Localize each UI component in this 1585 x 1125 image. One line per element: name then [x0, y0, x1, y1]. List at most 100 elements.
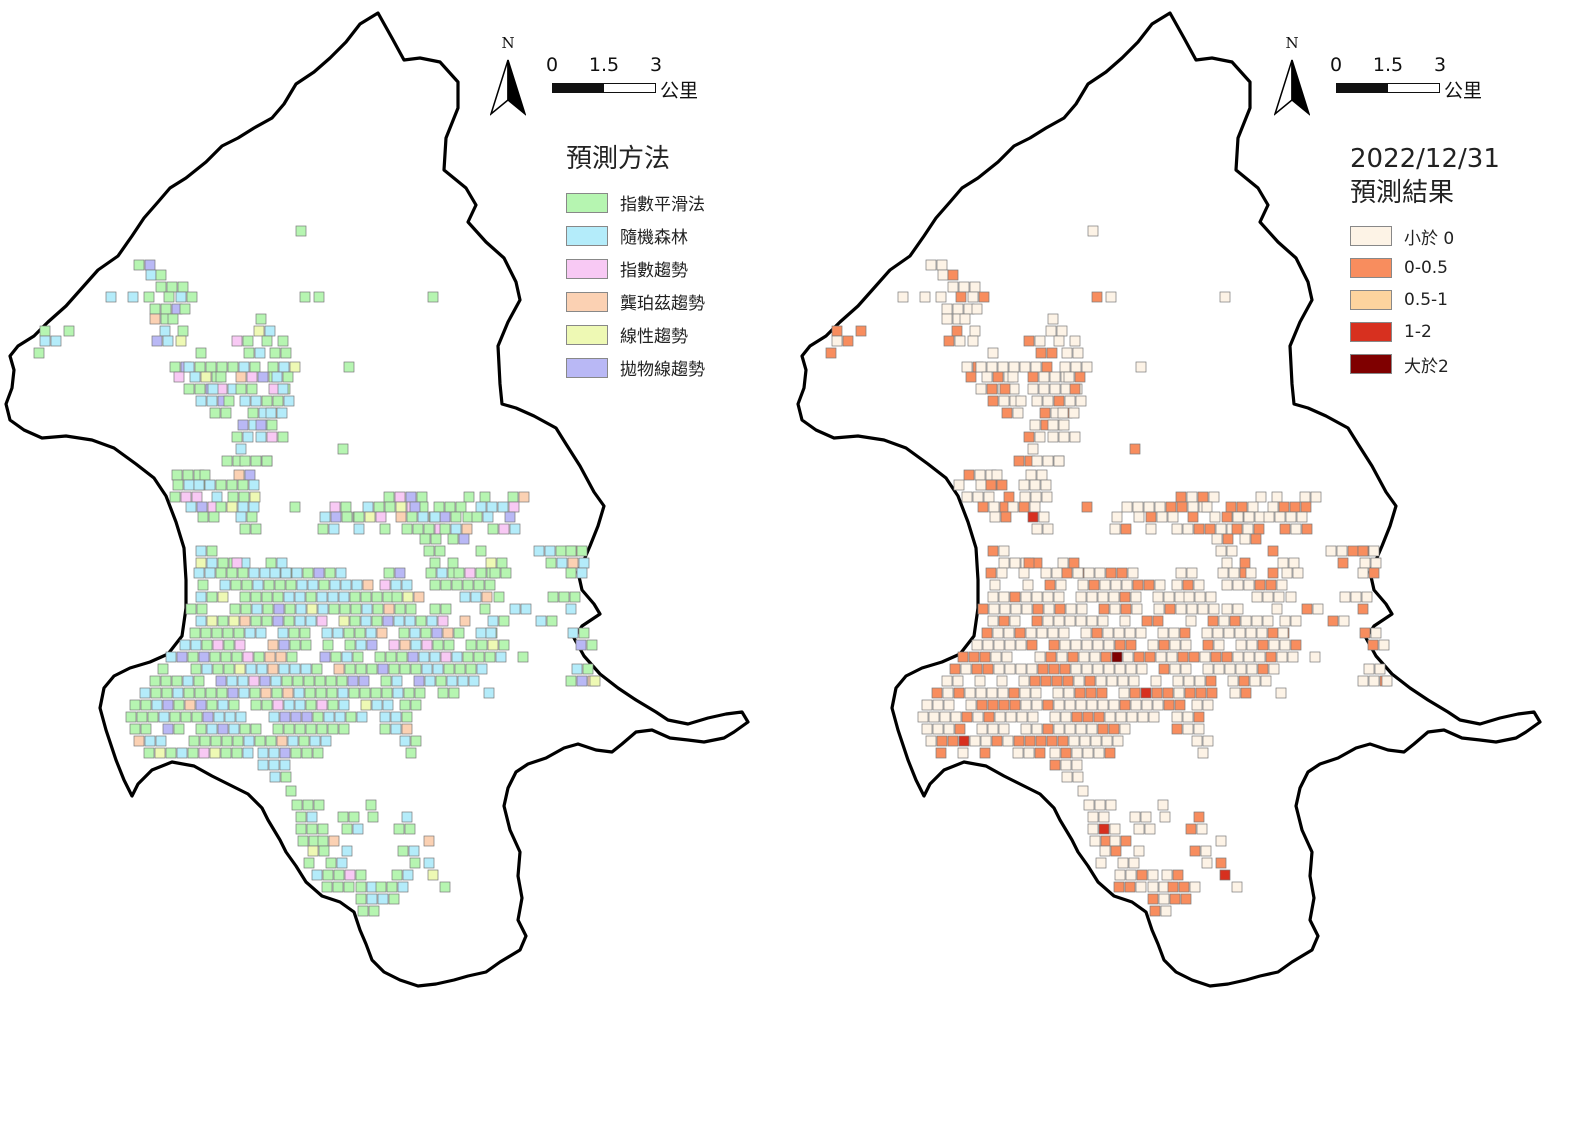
- grid-cell: [951, 325, 963, 337]
- grid-cell: [1243, 511, 1255, 523]
- grid-cell: [366, 893, 378, 905]
- grid-cell: [518, 491, 530, 503]
- grid-cell: [1023, 747, 1035, 759]
- grid-cell: [989, 579, 1001, 591]
- grid-cell: [1187, 501, 1199, 513]
- grid-cell: [1205, 591, 1217, 603]
- grid-cell: [1339, 591, 1351, 603]
- grid-cell: [404, 823, 416, 835]
- grid-cell: [981, 371, 993, 383]
- grid-cell: [1029, 479, 1041, 491]
- grid-cell: [952, 303, 964, 315]
- district-boundary-left: [4, 11, 750, 988]
- grid-cell: [439, 881, 451, 893]
- grid-cell: [351, 579, 363, 591]
- grid-cell: [295, 225, 307, 237]
- grid-cell: [1378, 639, 1390, 651]
- grid-cell: [301, 747, 313, 759]
- grid-cell: [1074, 371, 1086, 383]
- grid-cell: [239, 523, 251, 535]
- grid-cell: [341, 511, 353, 523]
- grid-cell: [1370, 557, 1382, 569]
- grid-cell: [1235, 663, 1247, 675]
- grid-cell: [967, 335, 979, 347]
- grid-cell: [1042, 523, 1054, 535]
- grid-cell: [271, 371, 283, 383]
- grid-cell: [127, 291, 139, 303]
- grid-cell: [220, 747, 232, 759]
- grid-cell: [212, 639, 224, 651]
- grid-cell: [1042, 615, 1054, 627]
- grid-cell: [250, 699, 262, 711]
- grid-cell: [997, 687, 1009, 699]
- grid-cell: [1296, 511, 1308, 523]
- grid-cell: [1276, 651, 1288, 663]
- grid-cell: [1000, 511, 1012, 523]
- grid-cell: [328, 835, 340, 847]
- grid-cell: [986, 687, 998, 699]
- grid-cell: [423, 835, 435, 847]
- grid-cell: [980, 735, 992, 747]
- grid-cell: [457, 675, 469, 687]
- grid-cell: [336, 675, 348, 687]
- grid-cell: [556, 557, 568, 569]
- grid-cell: [325, 675, 337, 687]
- grid-cell: [1150, 675, 1162, 687]
- grid-cell: [565, 567, 577, 579]
- north-arrow: N: [490, 34, 530, 116]
- grid-cell: [306, 823, 318, 835]
- grid-cell: [172, 687, 184, 699]
- grid-cell: [155, 735, 167, 747]
- grid-cell: [402, 869, 414, 881]
- grid-cell: [1043, 603, 1055, 615]
- grid-cell: [140, 699, 152, 711]
- grid-cell: [373, 501, 385, 513]
- grid-cell: [986, 361, 998, 373]
- grid-cell: [495, 651, 507, 663]
- grid-cell: [401, 579, 413, 591]
- grid-cell: [195, 723, 207, 735]
- grid-cell: [1267, 501, 1279, 513]
- grid-cell: [972, 711, 984, 723]
- grid-cell: [1186, 491, 1198, 503]
- grid-cell: [1301, 603, 1313, 615]
- grid-cell: [160, 675, 172, 687]
- grid-cell: [239, 395, 251, 407]
- grid-cell: [1189, 845, 1201, 857]
- grid-cell: [1281, 567, 1293, 579]
- grid-cell: [842, 335, 854, 347]
- grid-cell: [1055, 579, 1067, 591]
- grid-cell: [271, 687, 283, 699]
- grid-cell: [1145, 523, 1157, 535]
- grid-cell: [1045, 325, 1057, 337]
- grid-cell: [175, 291, 187, 303]
- grid-cell: [1141, 615, 1153, 627]
- grid-cell: [1199, 651, 1211, 663]
- grid-cell: [949, 663, 961, 675]
- grid-cell: [1156, 511, 1168, 523]
- grid-cell: [329, 579, 341, 591]
- grid-cell: [330, 511, 342, 523]
- scale-tick: 3: [649, 54, 663, 76]
- grid-cell: [1003, 627, 1015, 639]
- grid-cell: [374, 651, 386, 663]
- grid-cell: [381, 687, 393, 699]
- grid-cell: [313, 567, 325, 579]
- grid-cell: [578, 557, 590, 569]
- grid-cell: [439, 523, 451, 535]
- grid-cell: [392, 687, 404, 699]
- grid-cell: [1024, 735, 1036, 747]
- grid-cell: [1034, 431, 1046, 443]
- grid-cell: [268, 711, 280, 723]
- grid-cell: [264, 651, 276, 663]
- grid-cell: [1133, 511, 1145, 523]
- grid-cell: [257, 371, 269, 383]
- grid-cell: [182, 469, 194, 481]
- grid-cell: [158, 711, 170, 723]
- grid-cell: [248, 479, 260, 491]
- grid-cell: [169, 711, 181, 723]
- legend-left: 預測方法 指數平滑法 隨機森林 指數趨勢 龔珀茲趨勢 線性趨勢 拋物線趨勢: [566, 142, 705, 384]
- grid-cell: [1059, 361, 1071, 373]
- grid-cell: [410, 735, 422, 747]
- grid-cell: [255, 627, 267, 639]
